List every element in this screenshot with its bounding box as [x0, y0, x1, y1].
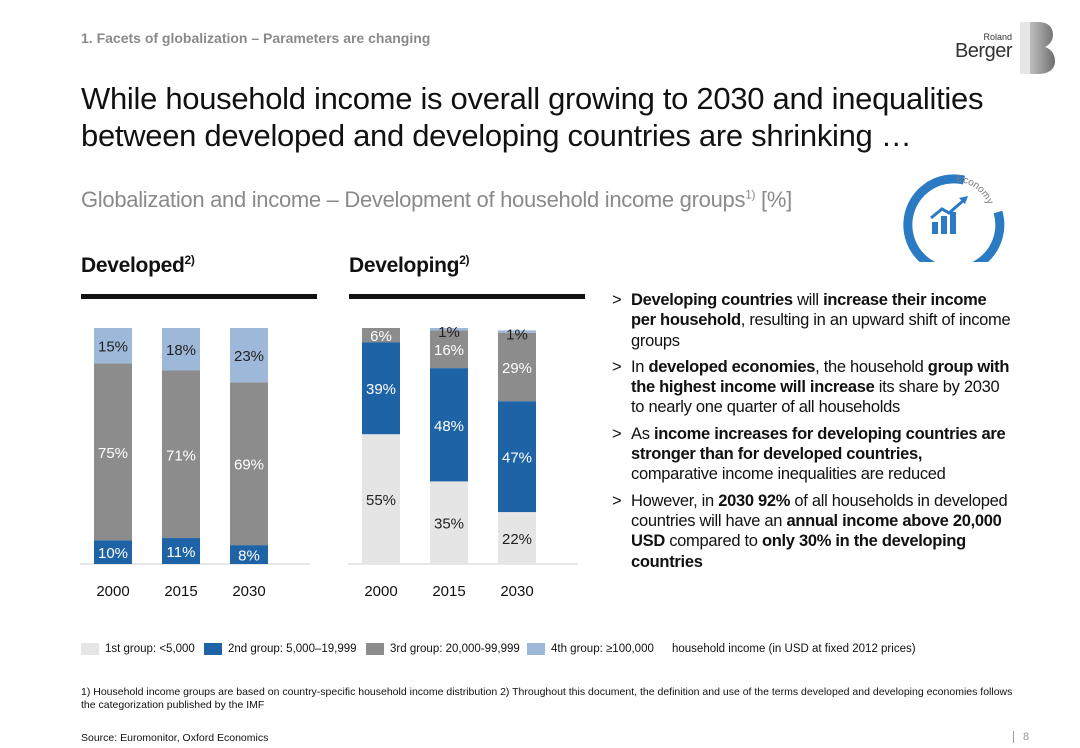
- data-label-2030-group3: 29%: [502, 360, 532, 377]
- data-label-2015-group3: 16%: [434, 342, 464, 359]
- chart-developing: 55% 39% 6% 2000 35% 48% 16% 1% 2015 22% 47% 29% 1% 20…: [348, 300, 588, 615]
- bullet-marker: >: [612, 491, 621, 511]
- data-label-2000-group3: 6%: [370, 328, 392, 345]
- bullet-text-segment: comparative income inequalities are redu…: [631, 465, 946, 483]
- chart-developed-svg: 10% 75% 15% 2000 11% 71% 18% 2015 8% 69% 23% 2030: [80, 300, 320, 610]
- subtitle-text: Globalization and income – Development o…: [81, 187, 745, 212]
- legend-label-group1: 1st group: <5,000: [105, 643, 195, 655]
- panel-rule-developed: [81, 294, 317, 299]
- legend-swatch-group2: [204, 643, 222, 655]
- data-label-2030-group4: 23%: [234, 348, 264, 365]
- logo-text-bottom: Berger: [955, 40, 1012, 63]
- legend-item-group2: 2nd group: 5,000–19,999: [204, 643, 357, 655]
- bullet-text-segment: will: [793, 291, 823, 309]
- bullet-marker: >: [612, 424, 621, 444]
- bullet-item: > As income increases for developing coun…: [612, 424, 1012, 485]
- page-number-text: 8: [1023, 731, 1029, 743]
- key-findings-list: > Developing countries will increase thei…: [612, 290, 1012, 578]
- legend-label-group4: 4th group: ≥100,000: [551, 643, 654, 655]
- data-label-2015-group1: 35%: [434, 516, 464, 533]
- subtitle-unit: [%]: [755, 187, 792, 212]
- bullet-item: > Developing countries will increase thei…: [612, 290, 1012, 351]
- data-label-2000-group3: 75%: [98, 445, 128, 462]
- chart-legend: 1st group: <5,000 2nd group: 5,000–19,99…: [81, 643, 1041, 661]
- category-label-2015: 2015: [432, 583, 465, 600]
- data-label-2015-group4: 18%: [166, 342, 196, 359]
- bullet-marker: >: [612, 290, 621, 310]
- panel-title-developing-text: Developing: [349, 254, 459, 277]
- slide-subtitle: Globalization and income – Development o…: [81, 187, 792, 213]
- legend-swatch-group1: [81, 643, 99, 655]
- data-label-2015-group2: 11%: [167, 544, 196, 561]
- page-number-divider: [1013, 731, 1014, 743]
- legend-swatch-group3: [366, 643, 384, 655]
- bullet-text-segment: 2030 92%: [718, 492, 790, 510]
- bullet-text-segment: income increases for developing countrie…: [631, 425, 1005, 463]
- bullet-text-segment: developed economies: [648, 358, 815, 376]
- legend-item-group3: 3rd group: 20,000-99,999: [366, 643, 520, 655]
- legend-item-group4: 4th group: ≥100,000: [527, 643, 654, 655]
- source-note: Source: Euromonitor, Oxford Economics: [81, 732, 268, 744]
- panel-rule-developing: [349, 294, 585, 299]
- data-label-2030-group4: 1%: [506, 326, 528, 343]
- bullet-text-segment: , the household: [815, 358, 928, 376]
- category-label-2000: 2000: [364, 583, 397, 600]
- panel-title-developed-text: Developed: [81, 254, 185, 277]
- chart-developed: 10% 75% 15% 2000 11% 71% 18% 2015 8% 69% 23% 2030: [80, 300, 320, 615]
- legend-note-text: household income (in USD at fixed 2012 p…: [672, 643, 916, 655]
- data-label-2015-group3: 71%: [166, 447, 196, 464]
- legend-item-group1: 1st group: <5,000: [81, 643, 195, 655]
- panel-title-developing-ref: 2): [459, 253, 469, 267]
- category-label-2030: 2030: [500, 583, 533, 600]
- bar-chart-trend-icon: [931, 196, 968, 234]
- category-label-2000: 2000: [96, 583, 129, 600]
- legend-label-group2: 2nd group: 5,000–19,999: [228, 643, 357, 655]
- bullet-item: > In developed economies, the household g…: [612, 357, 1012, 418]
- panel-title-developing: Developing2): [349, 253, 469, 278]
- data-label-2000-group1: 55%: [366, 492, 396, 509]
- bullet-item: > However, in 2030 92% of all households …: [612, 491, 1012, 572]
- section-label: 1. Facets of globalization – Parameters …: [81, 30, 430, 46]
- bullet-text-segment: However, in: [631, 492, 718, 510]
- data-label-2015-group4: 1%: [438, 324, 460, 341]
- bullet-text-segment: As: [631, 425, 654, 443]
- bullet-text-segment: In: [631, 358, 648, 376]
- category-label-2030: 2030: [232, 583, 265, 600]
- data-label-2000-group2: 10%: [98, 545, 128, 562]
- bullet-marker: >: [612, 357, 621, 377]
- data-label-2030-group3: 69%: [234, 457, 264, 474]
- slide-title: While household income is overall growin…: [81, 80, 1021, 154]
- roland-berger-logo: Roland Berger: [950, 22, 1056, 74]
- data-label-2030-group2: 8%: [238, 548, 260, 565]
- data-label-2030-group2: 47%: [502, 450, 532, 467]
- legend-label-group3: 3rd group: 20,000-99,999: [390, 643, 520, 655]
- data-label-2015-group2: 48%: [434, 418, 464, 435]
- page-number: 8: [1013, 731, 1029, 743]
- panel-title-developed: Developed2): [81, 253, 195, 278]
- logo-b-mark-icon: [1018, 22, 1056, 74]
- footnote: 1) Household income groups are based on …: [81, 686, 1021, 712]
- bullet-text-segment: Developing countries: [631, 291, 793, 309]
- data-label-2000-group4: 15%: [98, 339, 128, 356]
- subtitle-footnote-ref: 1): [745, 188, 755, 202]
- chart-developing-svg: 55%39%6%200035%48%16%1%201522%47%29%1%20…: [348, 300, 588, 610]
- bullet-text-segment: compared to: [665, 532, 762, 550]
- economy-badge: Economy: [898, 162, 1008, 262]
- panel-title-developed-ref: 2): [185, 253, 195, 267]
- data-label-2030-group1: 22%: [502, 531, 532, 548]
- legend-note: household income (in USD at fixed 2012 p…: [672, 643, 916, 655]
- category-label-2015: 2015: [164, 583, 197, 600]
- data-label-2000-group2: 39%: [366, 381, 396, 398]
- legend-swatch-group4: [527, 643, 545, 655]
